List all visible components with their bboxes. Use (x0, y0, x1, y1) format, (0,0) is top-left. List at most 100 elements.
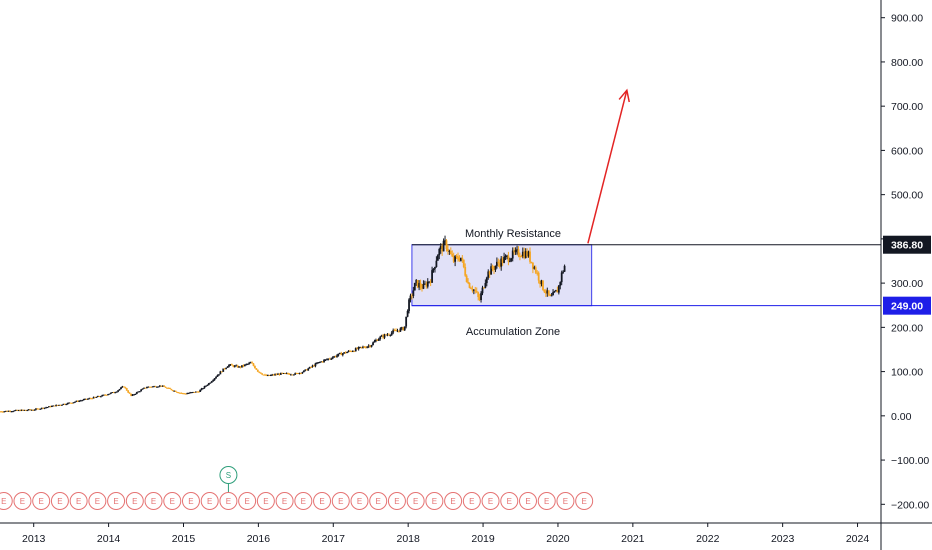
candle-body (350, 351, 353, 353)
earnings-event-icon[interactable] (163, 492, 182, 510)
time-tick-label: 2019 (471, 533, 495, 545)
earnings-event-icon[interactable] (144, 492, 163, 510)
candle-body (536, 272, 539, 274)
candle-body (406, 310, 409, 317)
candle-body (462, 259, 465, 268)
candle-body (451, 254, 454, 257)
earnings-event-icon[interactable] (294, 492, 313, 510)
candle-body (409, 295, 412, 300)
earnings-event-icon[interactable] (88, 492, 107, 510)
earnings-event-icon[interactable] (107, 492, 126, 510)
candle-body (105, 394, 108, 396)
earnings-event-icon[interactable] (369, 492, 388, 510)
candle-body (171, 390, 174, 392)
earnings-event-icon[interactable] (50, 492, 69, 510)
candle-body (229, 364, 232, 366)
earnings-event-icon[interactable] (575, 492, 594, 510)
candle-body (92, 396, 95, 399)
candle-body (311, 365, 314, 367)
projection-arrow[interactable] (587, 90, 628, 244)
candle-body (98, 396, 101, 398)
candle-body (556, 290, 559, 293)
candle-body (379, 336, 382, 340)
candle-body (10, 411, 13, 413)
time-tick-label: 2015 (172, 533, 196, 545)
earnings-event-icon[interactable] (13, 492, 32, 510)
earnings-event-icon[interactable] (387, 492, 406, 510)
earnings-event-icon[interactable] (275, 492, 294, 510)
earnings-event-icon[interactable] (425, 492, 444, 510)
candle-body (19, 410, 22, 412)
earnings-event-icon[interactable] (256, 492, 275, 510)
candle-body (517, 249, 520, 256)
annotation-label[interactable]: Monthly Resistance (465, 228, 561, 240)
earnings-event-icon[interactable] (444, 492, 463, 510)
earnings-event-icon[interactable] (181, 492, 200, 510)
candle-body (487, 271, 490, 278)
candle-body (76, 400, 79, 402)
candle-body (530, 261, 533, 263)
candle-body (50, 405, 53, 407)
candle-body (140, 389, 143, 392)
earnings-event-icon[interactable] (350, 492, 369, 510)
candle-body (364, 347, 367, 349)
candle-body (84, 398, 86, 400)
split-event-icon[interactable] (219, 466, 238, 484)
earnings-event-icon[interactable] (69, 492, 88, 510)
candle-body (120, 387, 122, 390)
candle-body (526, 251, 529, 257)
earnings-event-icon[interactable] (125, 492, 144, 510)
candle-body (497, 261, 500, 264)
price-tick-label: −200.00 (891, 499, 929, 511)
candle-body (223, 368, 226, 370)
candle-body (254, 365, 256, 369)
earnings-event-icon[interactable] (519, 492, 537, 510)
candle-body (513, 250, 516, 253)
candle-body (99, 396, 102, 398)
candle-body (389, 334, 392, 336)
candle-body (62, 403, 65, 405)
candle-body (471, 288, 474, 291)
candle-body (104, 394, 107, 396)
candle-body (370, 345, 373, 347)
candle-body (89, 398, 92, 400)
earnings-event-icon[interactable] (32, 492, 51, 510)
candle-body (452, 256, 455, 262)
candle-body (412, 290, 415, 296)
earnings-event-icon[interactable] (500, 492, 519, 510)
price-level-tag[interactable] (883, 296, 931, 315)
candle-body (308, 366, 311, 369)
earnings-event-icon[interactable] (219, 492, 238, 510)
candle-body (13, 410, 16, 412)
candle-body (78, 400, 81, 402)
price-level-tag[interactable] (883, 235, 931, 254)
earnings-event-icon[interactable] (406, 492, 425, 510)
candle-body (53, 405, 56, 407)
earnings-event-label: E (376, 497, 381, 506)
candle-body (150, 386, 153, 388)
earnings-event-icon[interactable] (537, 492, 556, 510)
earnings-event-icon[interactable] (462, 492, 481, 510)
earnings-event-icon[interactable] (200, 492, 219, 510)
earnings-event-label: E (338, 497, 343, 506)
annotation-label[interactable]: Accumulation Zone (466, 326, 560, 338)
candle-body (95, 396, 98, 398)
candle-body (377, 339, 380, 341)
earnings-event-icon[interactable] (238, 492, 257, 510)
candle-body (131, 394, 134, 396)
earnings-event-icon[interactable] (313, 492, 332, 510)
candle-body (196, 391, 199, 393)
earnings-event-label: E (469, 497, 474, 506)
earnings-event-icon[interactable] (0, 492, 13, 510)
earnings-event-icon[interactable] (481, 492, 500, 510)
earnings-event-icon[interactable] (556, 492, 575, 510)
candle-body (400, 327, 403, 329)
candle-body (268, 374, 271, 376)
earnings-event-icon[interactable] (331, 492, 350, 510)
candle-body (367, 345, 370, 347)
earnings-event-label: E (581, 497, 586, 506)
candle-body (79, 400, 82, 402)
candle-body (17, 410, 20, 412)
candle-body (421, 287, 423, 289)
